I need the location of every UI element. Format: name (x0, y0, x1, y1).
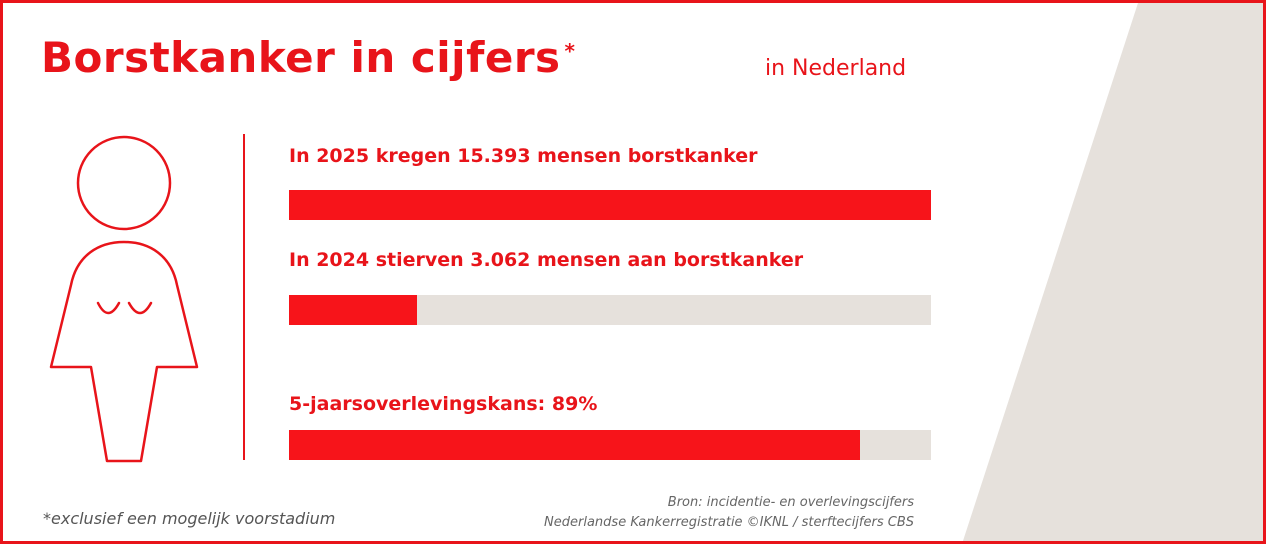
page-title: Borstkanker in cijfers * (41, 33, 576, 82)
bar-fill-1 (289, 190, 931, 220)
bar-track-1 (289, 190, 931, 220)
bar-label-2: In 2024 stierven 3.062 mensen aan borstk… (289, 249, 804, 271)
source-line-2: Nederlandse Kankerregistratie ©IKNL / st… (544, 515, 914, 530)
region-label: in Nederland (765, 56, 907, 81)
bar-track-2 (289, 295, 931, 325)
source-line-1: Bron: incidentie- en overlevingscijfers (667, 495, 914, 510)
divider (243, 134, 245, 460)
title-text: Borstkanker in cijfers (41, 33, 561, 82)
title-marker: * (564, 39, 576, 63)
footnote: *exclusief een mogelijk voorstadium (43, 509, 336, 528)
bar-label-3: 5-jaarsoverlevingskans: 89% (289, 393, 598, 415)
bar-label-1: In 2025 kregen 15.393 mensen borstkanker (289, 145, 758, 167)
bar-track-3 (289, 430, 931, 460)
bar-fill-3 (289, 430, 861, 460)
source-credit: Bron: incidentie- en overlevingscijfers … (544, 493, 914, 533)
background-shape (962, 3, 1263, 541)
woman-silhouette-icon (49, 135, 199, 463)
bar-fill-2 (289, 295, 417, 325)
